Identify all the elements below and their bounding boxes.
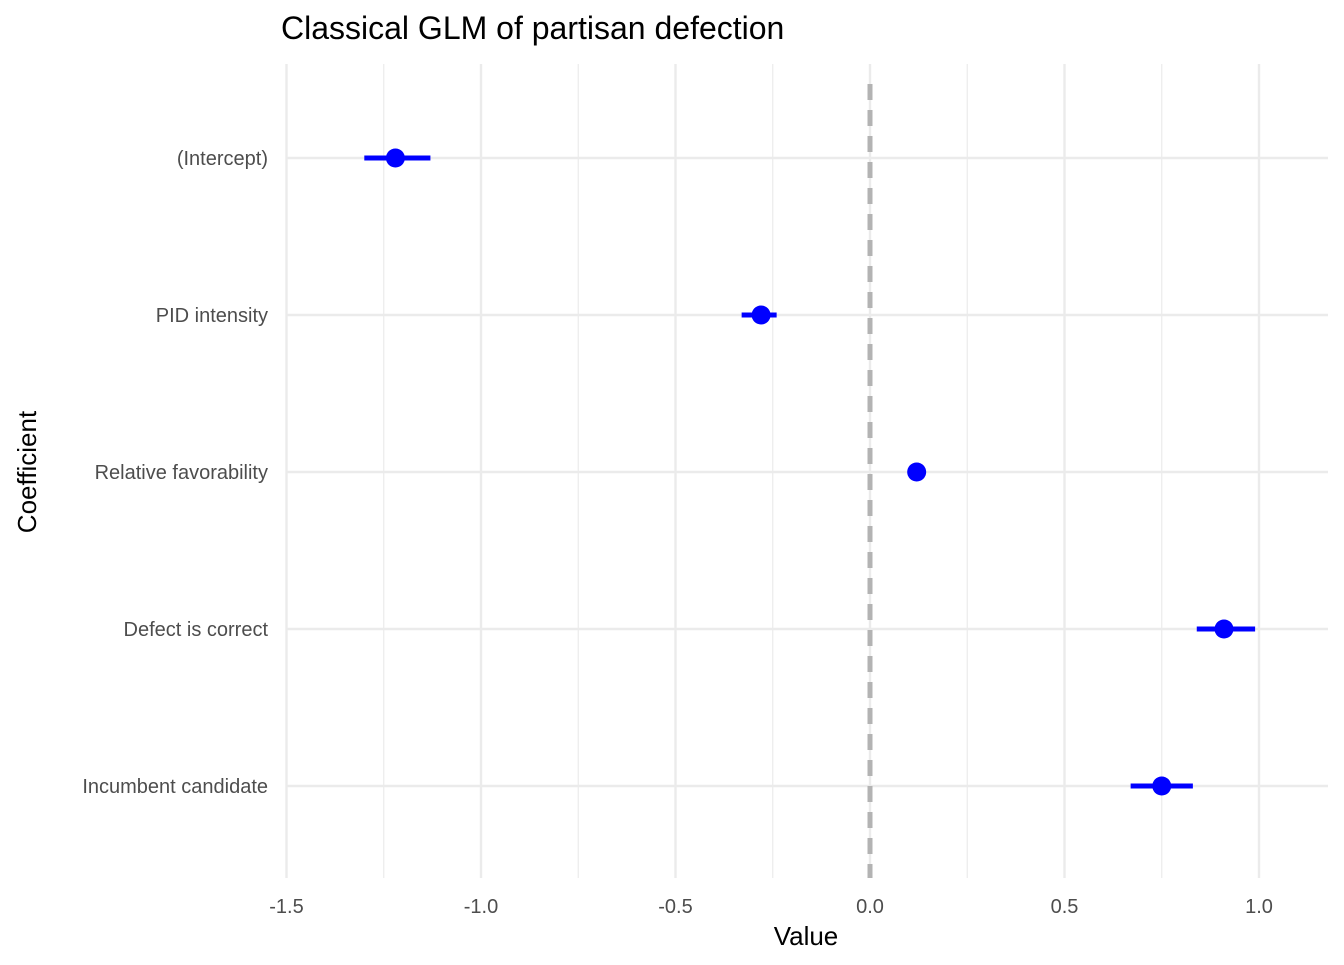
estimate-point <box>1214 619 1234 639</box>
x-tick-labels: -1.5 -1.0 -0.5 0.0 0.5 1.0 <box>269 896 1273 918</box>
estimate-point <box>907 462 927 482</box>
x-tick-label: -1.0 <box>464 896 498 918</box>
y-tick-label: (Intercept) <box>177 148 268 170</box>
x-tick-label: 0.0 <box>856 896 884 918</box>
major-gridlines <box>285 64 1328 878</box>
y-tick-labels: (Intercept) PID intensity Relative favorab… <box>82 148 268 798</box>
estimate-point <box>385 148 405 168</box>
x-tick-label: 1.0 <box>1245 896 1273 918</box>
y-tick-label: Defect is correct <box>124 619 269 641</box>
x-tick-label: -1.5 <box>269 896 303 918</box>
y-axis-title: Coefficient <box>12 410 42 533</box>
estimate-point <box>1152 776 1172 796</box>
chart-title: Classical GLM of partisan defection <box>281 10 784 46</box>
estimate-point <box>751 305 771 325</box>
y-tick-label: Incumbent candidate <box>82 776 268 798</box>
coefficient-marks <box>364 148 1256 796</box>
y-tick-label: Relative favorability <box>95 462 268 484</box>
x-tick-label: 0.5 <box>1051 896 1079 918</box>
x-tick-label: -0.5 <box>658 896 692 918</box>
y-tick-label: PID intensity <box>156 305 268 327</box>
x-axis-title: Value <box>774 921 839 951</box>
